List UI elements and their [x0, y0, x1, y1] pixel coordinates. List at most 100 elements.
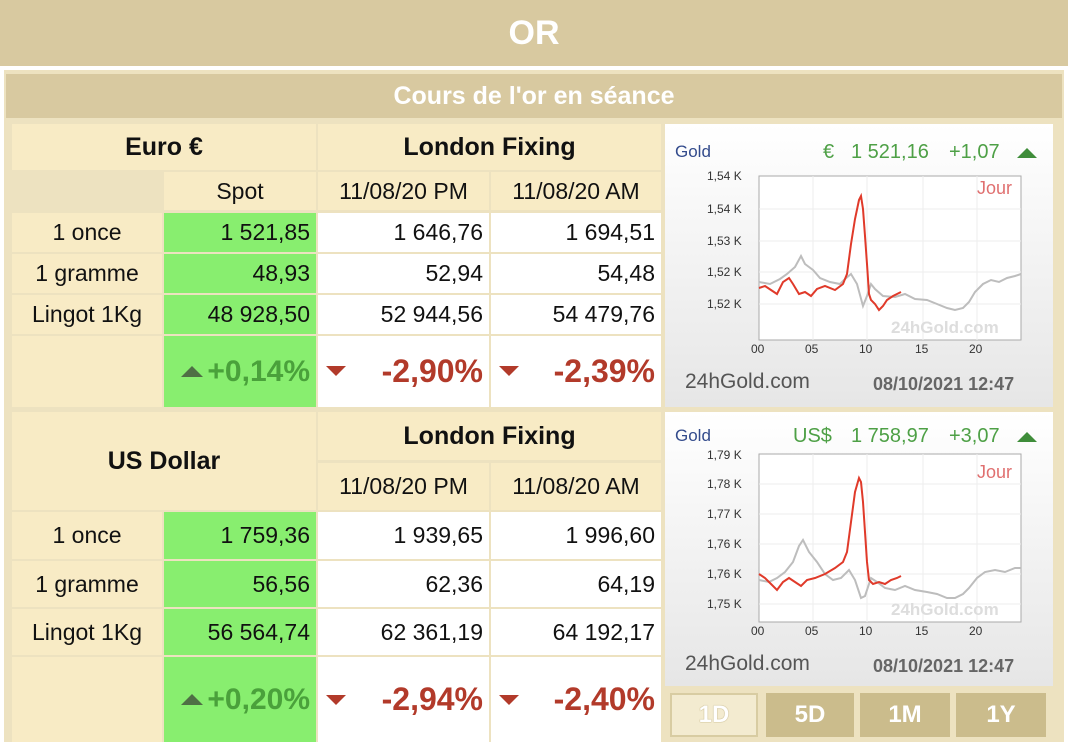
y-tick: 1,75 K [707, 597, 742, 611]
pm-change: -2,94% [318, 657, 489, 742]
period-1m-button[interactable]: 1M [860, 693, 950, 737]
spot-value: 56 564,74 [164, 609, 316, 655]
chart-period-label: Jour [977, 462, 1013, 482]
previous-day-line [758, 253, 1022, 312]
chart-currency: US$ [793, 425, 832, 447]
x-tick: 05 [805, 342, 819, 356]
page-title: OR [508, 14, 560, 52]
x-tick: 15 [915, 624, 929, 638]
chart-source: 24hGold.com [685, 652, 810, 675]
y-tick: 1,76 K [707, 537, 742, 551]
y-tick: 1,54 K [707, 169, 742, 183]
period-1y-button[interactable]: 1Y [956, 693, 1046, 737]
x-tick: 05 [805, 624, 819, 638]
chart-timestamp: 08/10/2021 12:47 [873, 374, 1015, 394]
pm-value: 62 361,19 [318, 609, 489, 655]
am-value: 1 694,51 [491, 213, 661, 252]
x-tick: 10 [859, 624, 873, 638]
down-arrow-icon [499, 695, 519, 705]
row-label: 1 gramme [12, 561, 162, 607]
chart-gold-label: Gold [675, 426, 711, 445]
up-arrow-icon [181, 366, 204, 377]
chart-watermark: 24hGold.com [891, 318, 999, 337]
spot-value: 48,93 [164, 254, 316, 293]
down-arrow-icon [326, 366, 346, 376]
down-arrow-icon [326, 695, 346, 705]
fixing-pm-header: 11/08/20 PM [318, 172, 489, 210]
am-change: -2,39% [491, 336, 661, 407]
pm-change: -2,90% [318, 336, 489, 407]
chart-change: +3,07 [949, 425, 1000, 447]
x-tick: 10 [859, 342, 873, 356]
period-1d-button[interactable]: 1D [670, 693, 758, 737]
pm-value: 1 646,76 [318, 213, 489, 252]
previous-day-line [758, 538, 1021, 600]
chart-period-label: Jour [977, 178, 1013, 198]
pm-value: 52 944,56 [318, 295, 489, 334]
row-label: Lingot 1Kg [12, 609, 162, 655]
y-tick: 1,77 K [707, 507, 742, 521]
x-tick: 00 [751, 624, 765, 638]
empty-cell [12, 336, 162, 407]
down-arrow-icon [499, 366, 519, 376]
section-title: Cours de l'or en séance [393, 82, 675, 110]
x-tick: 20 [969, 342, 983, 356]
fixing-pm-header: 11/08/20 PM [318, 463, 489, 510]
chart-currency: € [823, 141, 835, 163]
pm-value: 1 939,65 [318, 512, 489, 559]
row-label: 1 once [12, 512, 162, 559]
x-tick: 20 [969, 624, 983, 638]
header-bar [0, 0, 1068, 66]
today-line [758, 475, 902, 592]
chart-change: +1,07 [949, 141, 1000, 163]
empty-cell [12, 657, 162, 742]
up-arrow-icon [181, 694, 204, 705]
y-tick: 1,52 K [707, 265, 742, 279]
plot-area [758, 175, 1022, 341]
spot-value: 48 928,50 [164, 295, 316, 334]
chart-gold-label: Gold [675, 142, 711, 161]
am-value: 64,19 [491, 561, 661, 607]
row-label: 1 once [12, 213, 162, 252]
y-tick: 1,78 K [707, 477, 742, 491]
usd-chart-widget[interactable]: Gold US$ 1 758,97 +3,07 Jour 24hGold.com… [665, 412, 1053, 686]
euro-header: Euro € [12, 124, 316, 170]
spot-change: +0,20% [164, 657, 316, 742]
pm-value: 62,36 [318, 561, 489, 607]
usd-chart [665, 412, 1053, 686]
y-tick: 1,53 K [707, 234, 742, 248]
pm-value: 52,94 [318, 254, 489, 293]
y-tick: 1,54 K [707, 202, 742, 216]
y-tick: 1,52 K [707, 297, 742, 311]
chart-source: 24hGold.com [685, 370, 810, 393]
am-value: 54 479,76 [491, 295, 661, 334]
up-arrow-icon [1017, 148, 1037, 158]
spot-change: +0,14% [164, 336, 316, 407]
chart-timestamp: 08/10/2021 12:47 [873, 656, 1015, 676]
usd-header: US Dollar [12, 412, 316, 510]
chart-price: 1 521,16 [851, 141, 929, 163]
subheader-bar [6, 74, 1062, 118]
fixing-am-header: 11/08/20 AM [491, 463, 661, 510]
x-tick: 15 [915, 342, 929, 356]
spot-header: Spot [164, 172, 316, 210]
spot-value: 1 521,85 [164, 213, 316, 252]
usd-fixing-header: London Fixing [318, 412, 661, 460]
today-line [758, 192, 902, 312]
spot-value: 1 759,36 [164, 512, 316, 559]
spot-value: 56,56 [164, 561, 316, 607]
eur-chart-widget[interactable]: Gold € 1 521,16 +1,07 Jour 24hGold.com 1… [665, 124, 1053, 407]
euro-fixing-header: London Fixing [318, 124, 661, 170]
chart-watermark: 24hGold.com [891, 600, 999, 619]
fixing-am-header: 11/08/20 AM [491, 172, 661, 210]
period-5d-button[interactable]: 5D [766, 693, 854, 737]
grid-lines [759, 454, 1021, 622]
am-value: 54,48 [491, 254, 661, 293]
x-tick: 00 [751, 342, 765, 356]
row-label: Lingot 1Kg [12, 295, 162, 334]
row-label: 1 gramme [12, 254, 162, 293]
am-value: 64 192,17 [491, 609, 661, 655]
y-tick: 1,76 K [707, 567, 742, 581]
am-change: -2,40% [491, 657, 661, 742]
am-value: 1 996,60 [491, 512, 661, 559]
